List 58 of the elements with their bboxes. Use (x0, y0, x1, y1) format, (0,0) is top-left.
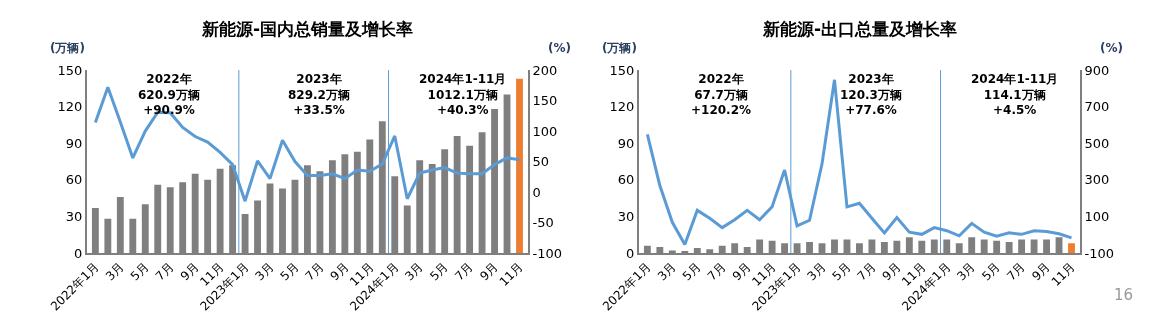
y2-tick-label: 500 (1084, 135, 1110, 151)
x-tick-label: 5月 (979, 259, 1004, 284)
y-axis-title: (万辆) (602, 41, 637, 55)
y-tick-label: 90 (617, 135, 635, 151)
annotation: 2022年 620.9万辆 +90.9% (138, 72, 200, 118)
x-tick-label: 5月 (427, 259, 452, 284)
y2-tick-label: 300 (1084, 172, 1110, 188)
x-tick-label: 7月 (854, 259, 879, 284)
y-tick-label: 120 (57, 99, 83, 115)
x-tick-label: 5月 (679, 259, 704, 284)
x-tick-label: 3月 (402, 259, 427, 284)
y-tick-label: 150 (609, 62, 635, 78)
y2-tick-label: 700 (1084, 99, 1110, 115)
y-tick-label: 0 (626, 245, 635, 261)
x-tick-label: 3月 (102, 259, 127, 284)
y-tick-label: 60 (617, 172, 635, 188)
y-tick-label: 120 (609, 99, 635, 115)
y-tick-label: 30 (65, 208, 83, 224)
x-tick-label: 5月 (829, 259, 854, 284)
x-tick-label: 7月 (152, 259, 177, 284)
y2-tick-label: 0 (532, 184, 541, 200)
y2-tick-label: 100 (1084, 208, 1110, 224)
y2-tick-label: 50 (532, 154, 550, 170)
y2-tick-label: -100 (532, 245, 563, 261)
y-tick-label: 60 (65, 172, 83, 188)
annotation: 2022年 67.7万辆 +120.2% (691, 72, 752, 118)
y2-tick-label: -50 (532, 215, 554, 231)
x-tick-label: 7月 (704, 259, 729, 284)
text: 16 (1114, 286, 1134, 304)
annotation: 2023年 120.3万辆 +77.6% (840, 72, 902, 118)
x-tick-label: 7月 (1004, 259, 1028, 284)
y2-tick-label: -100 (1084, 245, 1115, 261)
bar (1068, 243, 1075, 253)
y-tick-label: 90 (65, 135, 83, 151)
x-tick-label: 5月 (277, 259, 302, 284)
bar (516, 78, 523, 253)
chart-title: 新能源-国内总销量及增长率 (201, 19, 414, 39)
y-tick-label: 0 (74, 245, 83, 261)
y-tick-label: 150 (57, 62, 83, 78)
y2-tick-label: 200 (532, 62, 558, 78)
x-tick-label: 3月 (252, 259, 277, 284)
annotation: 2023年 829.2万辆 +33.5% (288, 72, 350, 118)
x-tick-label: 3月 (954, 259, 979, 284)
x-tick-label: 7月 (452, 259, 476, 284)
x-tick-label: 3月 (804, 259, 829, 284)
y2-tick-label: 150 (532, 93, 558, 109)
annotation: 2024年1-11月 114.1万辆 +4.5% (971, 72, 1059, 118)
annotation: 2024年1-11月 1012.1万辆 +40.3% (419, 72, 507, 118)
y2-axis-title: (%) (548, 41, 571, 55)
x-tick-label: 5月 (127, 259, 152, 284)
x-tick-label: 7月 (302, 259, 327, 284)
y-axis-title: (万辆) (50, 41, 85, 55)
y-tick-label: 30 (617, 208, 635, 224)
y2-tick-label: 900 (1084, 62, 1110, 78)
y2-tick-label: 100 (532, 123, 558, 139)
chart-title: 新能源-出口总量及增长率 (762, 19, 958, 39)
y2-axis-title: (%) (1100, 41, 1123, 55)
x-tick-label: 3月 (654, 259, 679, 284)
